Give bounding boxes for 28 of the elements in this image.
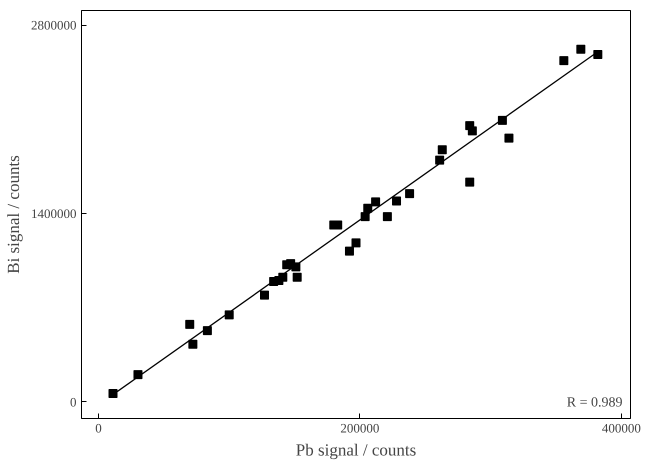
point	[382, 212, 392, 222]
x-axis-title: Pb signal / counts	[296, 440, 416, 460]
y-tick-label: 2800000	[31, 18, 76, 33]
point	[371, 197, 380, 206]
point	[504, 134, 514, 143]
point	[559, 56, 568, 66]
point	[260, 290, 269, 300]
y-axis-title: Bi signal / counts	[4, 155, 23, 274]
point	[392, 196, 402, 206]
x-tick-label: 400000	[602, 420, 641, 436]
y-tick-label: 0	[70, 394, 76, 410]
point	[465, 178, 474, 187]
point	[352, 238, 360, 248]
point	[292, 272, 302, 282]
y-tick-label: 1400000	[31, 206, 76, 221]
point	[363, 204, 372, 213]
point	[593, 50, 602, 59]
point	[188, 340, 198, 349]
point	[344, 246, 354, 256]
x-tick-label: 0	[95, 420, 102, 436]
point	[108, 388, 118, 398]
point	[576, 44, 586, 54]
point	[405, 189, 414, 198]
x-tick-label: 200000	[340, 420, 380, 436]
point	[185, 320, 194, 329]
point	[468, 126, 477, 136]
annotation: R = 0.989	[566, 396, 622, 410]
point	[438, 145, 447, 154]
